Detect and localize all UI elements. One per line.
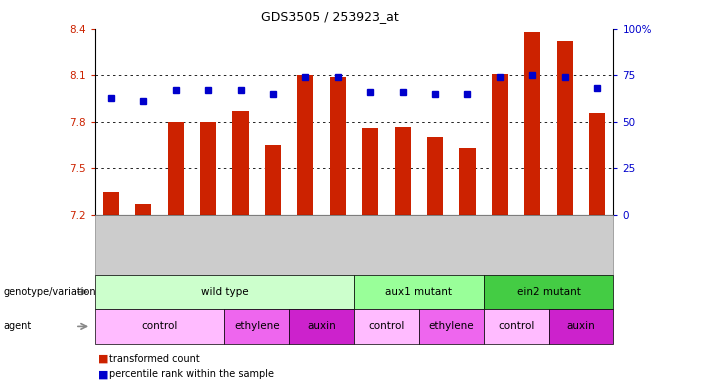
Bar (329, 77, 346, 215)
Text: ethylene: ethylene (234, 321, 280, 331)
Bar (135, 204, 151, 215)
Text: GSM179975: GSM179975 (496, 219, 505, 274)
Text: transformed count: transformed count (109, 354, 199, 364)
Text: GDS3505 / 253923_at: GDS3505 / 253923_at (261, 10, 398, 23)
Text: ■: ■ (98, 354, 109, 364)
Text: GSM179961: GSM179961 (268, 219, 278, 274)
Text: GSM179958: GSM179958 (107, 219, 116, 274)
Bar (362, 128, 379, 215)
Text: ethylene: ethylene (428, 321, 474, 331)
Text: auxin: auxin (566, 321, 595, 331)
Text: GSM179974: GSM179974 (333, 219, 342, 274)
Bar (492, 74, 508, 215)
Text: ■: ■ (98, 369, 109, 379)
Text: control: control (498, 321, 534, 331)
Text: GSM179960: GSM179960 (236, 219, 245, 274)
Text: GSM179971: GSM179971 (171, 219, 180, 274)
Text: genotype/variation: genotype/variation (4, 287, 96, 297)
Text: GSM179978: GSM179978 (592, 219, 601, 274)
Text: GSM179973: GSM179973 (301, 219, 310, 274)
Text: auxin: auxin (307, 321, 336, 331)
Bar (524, 32, 540, 215)
Text: control: control (368, 321, 404, 331)
Text: GSM179970: GSM179970 (463, 219, 472, 274)
Text: GSM179976: GSM179976 (528, 219, 537, 274)
Bar (395, 127, 411, 215)
Bar (459, 148, 475, 215)
Bar (103, 192, 119, 215)
Bar (168, 122, 184, 215)
Text: percentile rank within the sample: percentile rank within the sample (109, 369, 273, 379)
Text: ein2 mutant: ein2 mutant (517, 287, 580, 297)
Text: GSM179977: GSM179977 (560, 219, 569, 274)
Bar (297, 75, 313, 215)
Bar (233, 111, 249, 215)
Bar (265, 145, 281, 215)
Bar (427, 137, 443, 215)
Text: aux1 mutant: aux1 mutant (386, 287, 452, 297)
Text: GSM179959: GSM179959 (139, 219, 148, 274)
Text: GSM179967: GSM179967 (398, 219, 407, 274)
Bar (200, 122, 216, 215)
Text: GSM179969: GSM179969 (430, 219, 440, 274)
Text: wild type: wild type (200, 287, 248, 297)
Bar (589, 113, 605, 215)
Bar (557, 41, 573, 215)
Text: agent: agent (4, 321, 32, 331)
Text: GSM179963: GSM179963 (366, 219, 375, 274)
Text: GSM179972: GSM179972 (203, 219, 212, 274)
Text: control: control (142, 321, 177, 331)
